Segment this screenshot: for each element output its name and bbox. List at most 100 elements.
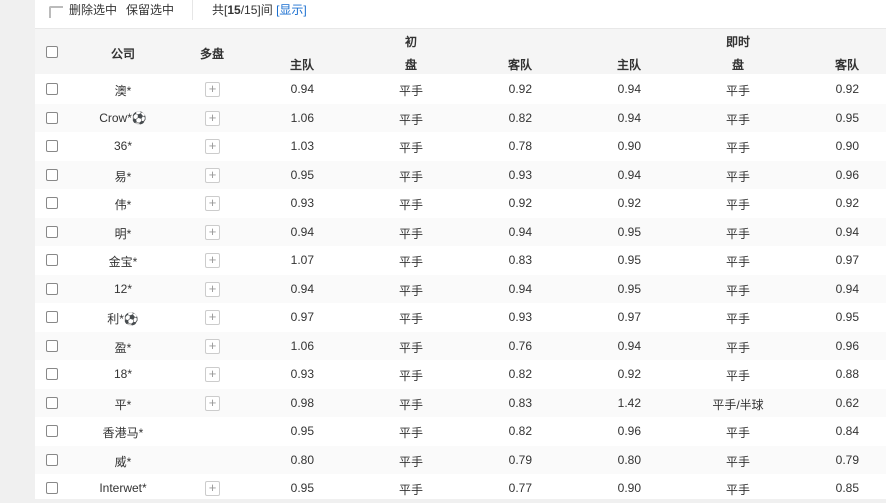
l-away-cell: 0.79 <box>835 452 859 467</box>
i-away-cell: 0.83 <box>508 253 532 267</box>
header-live-line: 盘 <box>731 58 745 72</box>
i-line-cell: 平手 <box>398 112 424 127</box>
l-home-cell: 0.94 <box>617 110 641 125</box>
row-checkbox[interactable] <box>46 482 58 494</box>
l-away-cell: 0.62 <box>835 395 859 410</box>
expand-plus-icon[interactable]: + <box>205 395 220 411</box>
l-home-cell: 1.42 <box>617 395 641 410</box>
row-checkbox[interactable] <box>46 225 58 238</box>
company-name: 平* <box>114 397 132 412</box>
company-name: 18* <box>113 367 133 381</box>
row-checkbox[interactable] <box>46 140 58 152</box>
i-home-cell: 0.94 <box>290 281 314 296</box>
i-line-cell: 平手 <box>398 283 424 298</box>
expand-plus-icon[interactable]: + <box>205 224 220 240</box>
l-away-cell: 0.92 <box>835 82 859 96</box>
row-checkbox[interactable] <box>46 453 58 466</box>
i-away-cell: 0.76 <box>508 338 532 353</box>
i-home-cell: 0.93 <box>290 196 314 210</box>
header-initial: 初 <box>404 35 418 49</box>
l-away-cell: 0.84 <box>835 424 859 438</box>
i-line-cell: 平手 <box>398 454 424 469</box>
expand-plus-icon[interactable]: + <box>205 338 220 354</box>
keep-selected-button[interactable]: 保留选中 <box>126 3 175 17</box>
expand-plus-icon[interactable]: + <box>205 481 220 496</box>
expand-plus-icon[interactable]: + <box>205 139 220 154</box>
i-home-cell: 0.98 <box>290 395 314 410</box>
i-line-cell: 平手 <box>398 84 424 98</box>
l-home-cell: 0.94 <box>617 338 641 353</box>
company-name: 澳* <box>114 84 132 98</box>
expand-plus-icon[interactable]: + <box>205 367 220 382</box>
l-away-cell: 0.95 <box>835 310 859 324</box>
company-name: 金宝* <box>108 255 138 269</box>
i-away-cell: 0.77 <box>508 481 532 495</box>
l-home-cell: 0.80 <box>617 452 641 467</box>
expand-plus-icon[interactable]: + <box>205 310 220 325</box>
expand-plus-icon[interactable]: + <box>205 196 220 211</box>
table-row: 伟* +0.93 平手 0.92 0.92 平手 0.92 <box>35 189 886 218</box>
i-line-cell: 平手 <box>398 340 424 355</box>
expand-plus-icon[interactable]: + <box>205 82 220 97</box>
row-checkbox[interactable] <box>46 396 58 409</box>
company-name: 威* <box>114 454 132 469</box>
select-all-checkbox[interactable] <box>46 46 58 58</box>
delete-selected-button[interactable]: 删除选中 <box>69 3 118 17</box>
show-link[interactable]: [显示] <box>276 3 307 17</box>
table-row: 18* +0.93 平手 0.82 0.92 平手 0.88 <box>35 360 886 389</box>
l-line-cell: 平手 <box>725 312 751 326</box>
row-checkbox[interactable] <box>46 282 58 295</box>
i-home-cell: 0.97 <box>290 310 314 324</box>
expand-plus-icon[interactable]: + <box>205 281 220 297</box>
i-line-cell: 平手 <box>398 483 424 497</box>
table-header: 公司 多盘 初 即时 主队 盘 客队 主队 盘 客队 <box>35 29 886 74</box>
expand-plus-icon[interactable]: + <box>205 167 220 183</box>
expand-plus-icon[interactable]: + <box>205 110 220 126</box>
l-home-cell: 0.96 <box>617 424 641 438</box>
i-away-cell: 0.79 <box>508 452 532 467</box>
l-home-cell: 0.94 <box>617 82 641 96</box>
row-checkbox[interactable] <box>46 368 58 380</box>
l-line-cell: 平手 <box>725 483 751 497</box>
i-home-cell: 1.03 <box>290 139 314 153</box>
l-line-cell: 平手 <box>725 426 751 440</box>
i-line-cell: 平手 <box>398 198 424 212</box>
i-line-cell: 平手 <box>398 426 424 440</box>
i-line-cell: 平手 <box>398 397 424 412</box>
header-multi: 多盘 <box>199 47 225 61</box>
l-away-cell: 0.96 <box>835 338 859 353</box>
expand-plus-icon[interactable]: + <box>205 253 220 268</box>
row-checkbox[interactable] <box>46 425 58 437</box>
header-live: 即时 <box>725 35 751 49</box>
i-away-cell: 0.82 <box>508 424 532 438</box>
row-checkbox[interactable] <box>46 168 58 181</box>
i-away-cell: 0.82 <box>508 110 532 125</box>
l-home-cell: 0.94 <box>617 167 641 182</box>
row-checkbox[interactable] <box>46 311 58 323</box>
i-away-cell: 0.93 <box>508 167 532 182</box>
i-away-cell: 0.94 <box>508 281 532 296</box>
company-name: Interwet* <box>99 481 147 495</box>
company-name: 明* <box>114 226 132 241</box>
odds-panel: 删除选中 保留选中 共[15/15]间 [显示] 公司 多盘 初 即时 主队 盘… <box>35 0 886 499</box>
l-line-cell: 平手 <box>725 340 751 355</box>
i-line-cell: 平手 <box>398 369 424 383</box>
i-away-cell: 0.92 <box>508 82 532 96</box>
l-line-cell: 平手 <box>725 283 751 298</box>
l-line-cell: 平手 <box>725 112 751 127</box>
i-line-cell: 平手 <box>398 169 424 184</box>
header-company: 公司 <box>110 47 136 61</box>
row-checkbox[interactable] <box>46 339 58 352</box>
row-checkbox[interactable] <box>46 111 58 124</box>
i-home-cell: 0.94 <box>290 82 314 96</box>
l-line-cell: 平手 <box>725 454 751 469</box>
i-line-cell: 平手 <box>398 255 424 269</box>
l-home-cell: 0.90 <box>617 139 641 153</box>
table-row: Interwet* +0.95 平手 0.77 0.90 平手 0.85 <box>35 474 886 503</box>
row-checkbox[interactable] <box>46 254 58 266</box>
row-checkbox[interactable] <box>46 197 58 209</box>
toolbar: 删除选中 保留选中 共[15/15]间 [显示] <box>35 0 886 29</box>
l-home-cell: 0.92 <box>617 367 641 381</box>
table-row: 12* +0.94 平手 0.94 0.95 平手 0.94 <box>35 274 886 303</box>
row-checkbox[interactable] <box>46 83 58 95</box>
